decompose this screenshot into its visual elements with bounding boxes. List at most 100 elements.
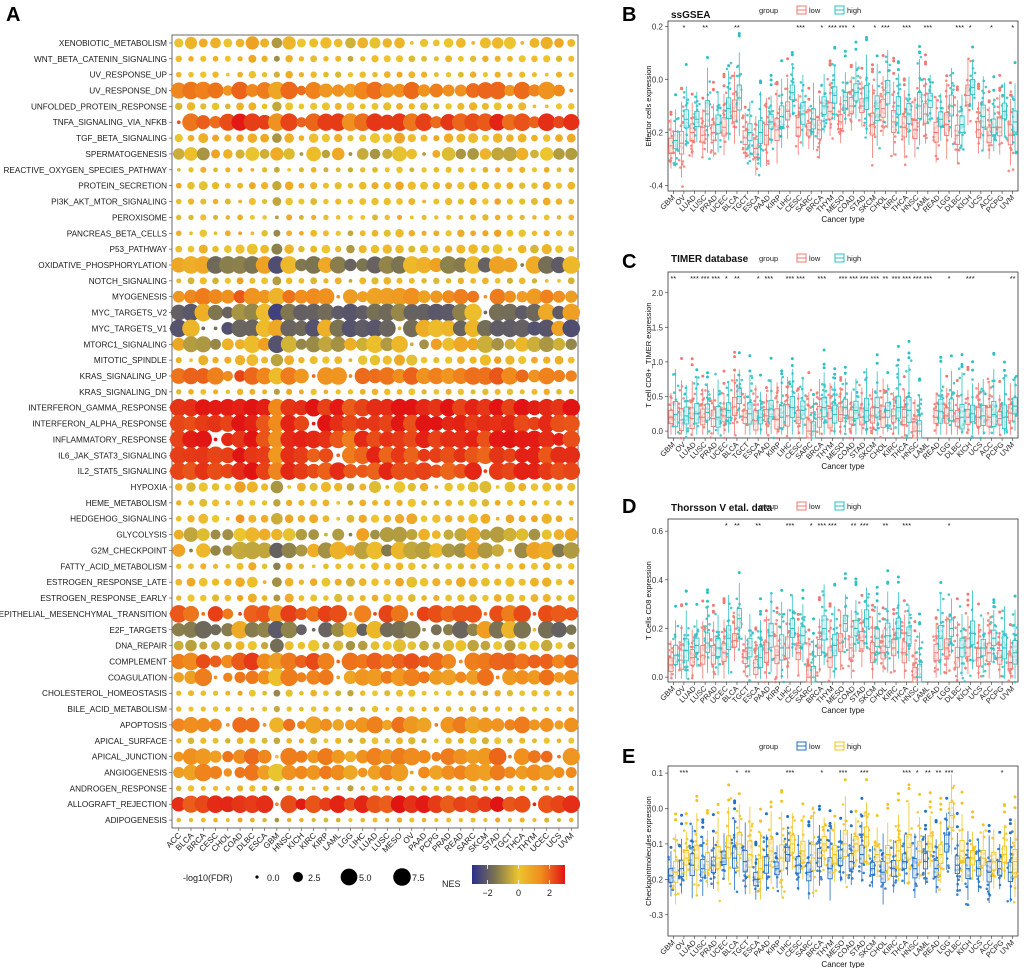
data-point	[877, 426, 880, 430]
data-point	[981, 96, 985, 100]
bubble	[224, 356, 232, 364]
bubble	[268, 446, 286, 465]
legend-title: group	[759, 254, 778, 263]
bubble	[527, 654, 542, 669]
bubble	[335, 389, 341, 395]
bubble	[564, 528, 578, 542]
bubble	[421, 278, 427, 284]
bubble	[493, 102, 502, 111]
bubble	[210, 37, 221, 49]
data-point	[767, 417, 770, 421]
bubble	[201, 326, 206, 331]
bubble	[310, 594, 318, 602]
bubble	[458, 706, 464, 712]
bubble	[531, 785, 538, 792]
bubble	[543, 55, 551, 63]
data-point	[692, 382, 696, 385]
bubble	[343, 765, 358, 780]
outlier-point	[769, 356, 773, 360]
bubble	[234, 671, 246, 683]
bubble	[416, 606, 432, 622]
bubble	[513, 462, 531, 480]
bubble	[298, 214, 304, 220]
data-point	[971, 378, 974, 381]
bubble	[284, 181, 294, 190]
bubble	[427, 605, 446, 623]
bubble	[470, 705, 477, 713]
bubble	[445, 278, 452, 284]
bubble	[403, 653, 421, 670]
bubble	[196, 717, 211, 732]
bubble	[514, 542, 531, 559]
data-point	[708, 80, 711, 83]
data-point	[788, 382, 791, 386]
size-legend-dot	[393, 868, 411, 886]
data-point	[842, 108, 845, 112]
data-point	[735, 74, 739, 78]
bubble	[348, 738, 353, 744]
bubble	[210, 338, 221, 350]
data-point	[739, 72, 743, 76]
outlier-point	[722, 75, 726, 79]
bubble	[295, 338, 307, 350]
data-point	[750, 389, 753, 393]
bubble	[317, 288, 335, 306]
outlier-point	[684, 589, 688, 593]
bubble	[530, 515, 538, 523]
data-point	[767, 97, 771, 100]
data-point	[973, 96, 976, 99]
bubble	[383, 514, 392, 523]
bubble	[273, 166, 280, 173]
bubble	[286, 737, 292, 744]
bubble	[568, 817, 574, 823]
data-point	[826, 77, 829, 81]
data-point	[700, 117, 703, 120]
bubble	[342, 621, 359, 638]
data-point	[920, 412, 923, 416]
bubble	[507, 214, 513, 221]
data-point	[719, 401, 722, 405]
significance-label: ***	[839, 274, 848, 283]
bubble	[243, 287, 262, 306]
data-point	[707, 628, 711, 632]
bubble	[504, 719, 516, 731]
bubble	[286, 388, 293, 395]
bubble	[457, 198, 464, 205]
bubble	[176, 120, 181, 125]
data-point	[752, 392, 755, 395]
bubble	[223, 641, 232, 650]
data-point	[821, 127, 824, 131]
bubble	[395, 577, 404, 587]
bubble	[224, 483, 232, 491]
bubble	[329, 319, 348, 338]
bubble	[212, 785, 219, 791]
bubble	[182, 652, 200, 671]
bubble	[329, 398, 348, 417]
bubble	[260, 514, 269, 523]
bubble	[219, 796, 236, 813]
bubble	[492, 244, 503, 255]
data-point	[714, 428, 718, 432]
bubble	[234, 766, 246, 779]
data-point	[841, 382, 845, 386]
bubble	[298, 103, 305, 110]
outlier-point	[758, 612, 762, 616]
bubble	[286, 230, 293, 237]
bubble	[359, 230, 366, 237]
bubble	[444, 514, 453, 523]
bubble	[194, 462, 213, 480]
data-point	[878, 70, 881, 74]
bubble	[483, 469, 488, 474]
bubble	[305, 716, 323, 734]
bubble	[317, 653, 335, 670]
bubble	[502, 448, 517, 463]
bubble	[176, 690, 182, 696]
bubble	[378, 795, 397, 814]
pathway-label: ALLOGRAFT_REJECTION	[67, 800, 167, 809]
bubble	[243, 748, 261, 766]
bubble	[280, 414, 298, 433]
bubble	[530, 149, 539, 159]
bubble	[344, 750, 357, 763]
bubble	[385, 817, 390, 823]
bubble	[455, 148, 467, 160]
